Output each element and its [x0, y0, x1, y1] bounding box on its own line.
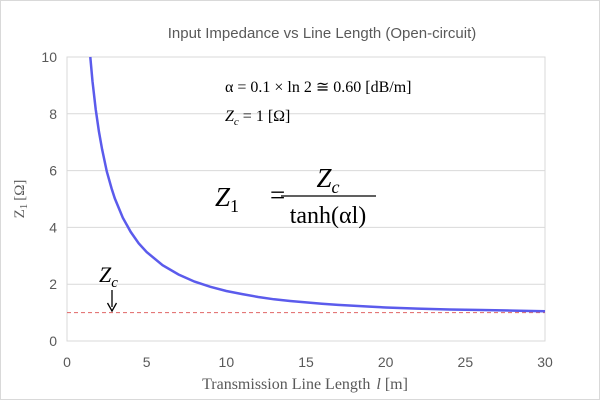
- x-tick-label: 20: [378, 354, 394, 370]
- formula-numerator: Zc: [316, 163, 339, 197]
- formula-lhs: Z1: [215, 182, 239, 216]
- impedance-curve: [89, 56, 546, 313]
- plot-area: [66, 56, 546, 342]
- formula-equals: =: [270, 180, 285, 210]
- tick-labels: 0 2 4 6 8 10 0 5 10 15 20 25 30: [41, 49, 553, 370]
- zc-annotation: Zc = 1 [Ω]: [225, 108, 290, 128]
- x-tick-label: 0: [63, 354, 71, 370]
- y-axis-label: Z1[Ω]: [12, 180, 30, 219]
- impedance-formula: Z1 = Zc tanh(αl): [215, 163, 376, 229]
- y-tick-label: 10: [41, 49, 57, 65]
- x-tick-label: 25: [458, 354, 474, 370]
- y-tick-label: 2: [49, 276, 57, 292]
- chart-title: Input Impedance vs Line Length (Open-cir…: [168, 25, 477, 42]
- x-tick-label: 5: [143, 354, 151, 370]
- x-tick-label: 30: [537, 354, 553, 370]
- y-tick-label: 0: [49, 333, 57, 349]
- x-tick-label: 15: [298, 354, 314, 370]
- formula-denominator: tanh(αl): [290, 203, 367, 229]
- zc-arrow-label: Zc: [99, 262, 118, 291]
- x-axis-label: Transmission Line Length l [m]: [202, 376, 408, 393]
- zc-arrow-head: [106, 302, 118, 313]
- y-tick-label: 6: [49, 163, 57, 179]
- y-tick-label: 8: [49, 106, 57, 122]
- grid-lines: [67, 113, 545, 285]
- x-tick-label: 10: [219, 354, 235, 370]
- y-tick-label: 4: [49, 219, 57, 235]
- alpha-annotation: α = 0.1 × ln 2 ≅ 0.60 [dB/m]: [225, 79, 412, 96]
